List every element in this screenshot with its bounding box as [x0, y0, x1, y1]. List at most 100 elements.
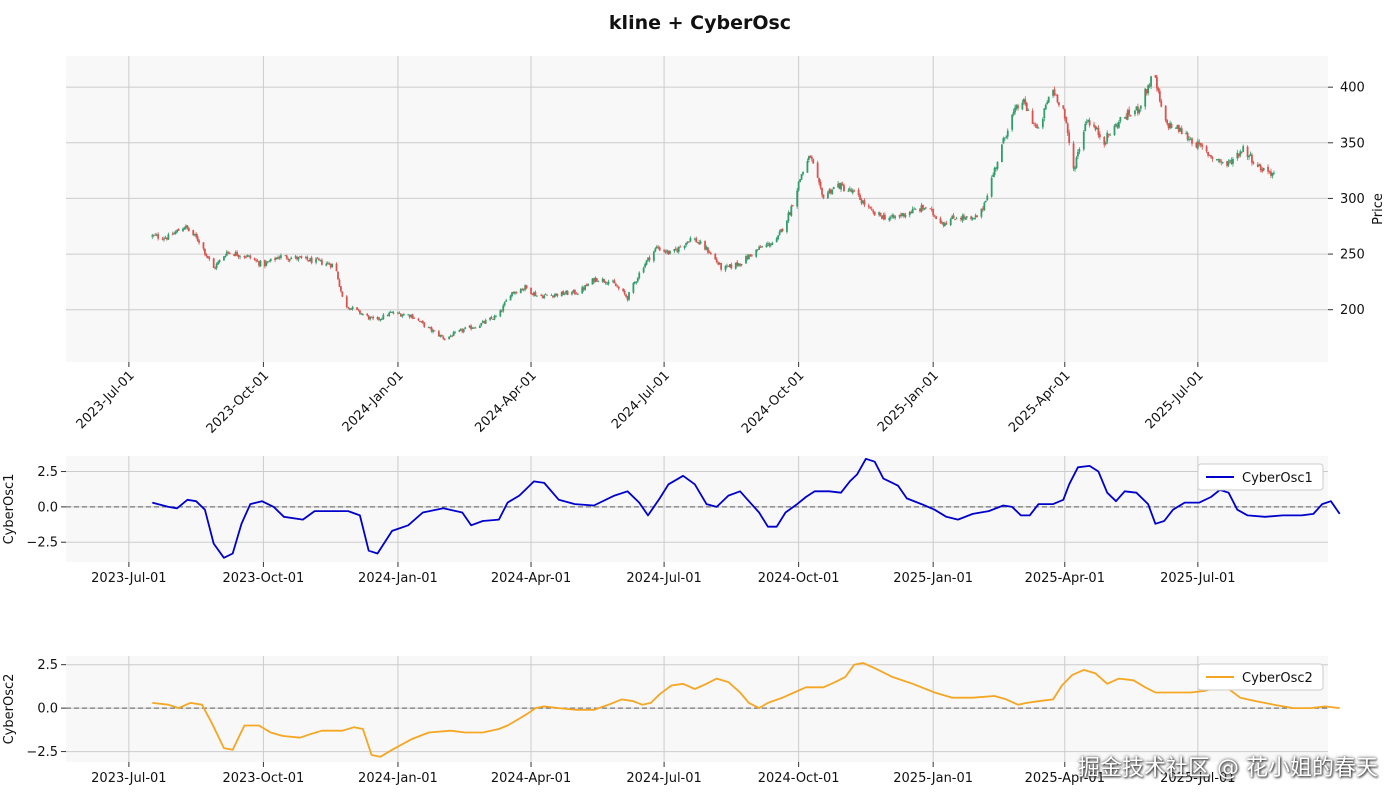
candle-body: [380, 318, 383, 320]
y-tick-label: 0.0: [37, 500, 58, 515]
candle-body: [212, 258, 215, 268]
candle-body: [509, 295, 512, 301]
candle-body: [1144, 88, 1147, 107]
candle-body: [1240, 151, 1243, 153]
candle-body: [961, 215, 964, 221]
candle-body: [186, 225, 189, 229]
candle-body: [1031, 110, 1034, 124]
candle-body: [664, 251, 667, 253]
candle-body: [1034, 124, 1037, 126]
candle-body: [924, 207, 927, 209]
candle-body: [484, 320, 487, 324]
candle-body: [1015, 105, 1018, 109]
candle-body: [786, 220, 788, 232]
candle-body: [1205, 146, 1208, 152]
candle-body: [1148, 85, 1151, 87]
candle-body: [243, 255, 246, 258]
candle-body: [185, 225, 187, 228]
candle-body: [563, 293, 566, 295]
candle-body: [617, 286, 620, 289]
candle-body: [1175, 127, 1177, 129]
candle-body: [1017, 105, 1019, 109]
candle-body: [540, 295, 543, 296]
candle-body: [840, 183, 842, 190]
candle-body: [1068, 132, 1071, 143]
x-tick-label: 2023-Oct-01: [204, 368, 272, 436]
candle-body: [524, 285, 527, 290]
candle-body: [535, 295, 538, 297]
candle-body: [884, 214, 886, 220]
candle-body: [227, 251, 230, 253]
candle-body: [652, 251, 655, 261]
x-tick-label: 2025-Jan-01: [875, 368, 942, 435]
candle-body: [471, 328, 474, 329]
candle-body: [1185, 133, 1188, 135]
candle-body: [699, 241, 702, 244]
x-tick-label: 2024-Oct-01: [758, 571, 840, 586]
candle-body: [582, 287, 585, 290]
candle-body: [378, 317, 380, 320]
candle-body: [566, 291, 569, 296]
candle-body: [1268, 171, 1271, 173]
candle-body: [208, 257, 211, 259]
candle-body: [1103, 137, 1106, 145]
candle-body: [275, 257, 278, 260]
candle-body: [408, 314, 411, 318]
candle-body: [1126, 110, 1129, 120]
candle-body: [541, 296, 544, 299]
candle-body: [693, 238, 696, 240]
candle-body: [427, 327, 430, 329]
candle-body: [892, 215, 895, 218]
candle-body: [607, 281, 610, 285]
candle-body: [996, 161, 999, 169]
candle-body: [1211, 157, 1214, 159]
watermark: 掘金技术社区 @ 花小姐的春天: [1078, 756, 1378, 781]
candle-body: [797, 182, 800, 191]
candle-body: [1078, 149, 1081, 152]
candle-body: [1217, 159, 1220, 161]
candle-body: [382, 314, 385, 320]
candle-body: [1109, 134, 1112, 136]
candle-body: [1107, 133, 1110, 135]
candle-body: [253, 258, 256, 260]
candle-body: [225, 251, 228, 256]
candle-body: [1271, 172, 1274, 177]
candle-body: [433, 330, 436, 332]
candle-body: [176, 229, 179, 233]
candle-body: [993, 167, 996, 175]
candle-body: [1180, 128, 1183, 135]
candle-body: [287, 258, 290, 260]
candle-body: [1138, 109, 1141, 113]
candle-body: [771, 242, 774, 246]
candle-body: [360, 313, 363, 315]
candle-body: [826, 192, 829, 199]
candle-body: [669, 250, 671, 255]
candle-body: [554, 293, 557, 296]
plot-area: [66, 56, 1328, 362]
candle-body: [468, 325, 471, 328]
candle-body: [171, 233, 174, 235]
candle-body: [1188, 139, 1190, 140]
candle-body: [228, 253, 231, 254]
candle-body: [635, 281, 638, 283]
candle-body: [576, 293, 579, 295]
candle-body: [1117, 121, 1120, 128]
candle-body: [572, 290, 575, 292]
candle-body: [597, 281, 600, 283]
candle-body: [894, 216, 897, 219]
candle-body: [321, 260, 323, 265]
candle-body: [1221, 161, 1224, 163]
candle-body: [280, 255, 282, 258]
candle-body: [903, 213, 905, 217]
candle-body: [255, 260, 258, 261]
price-panel: 2023-Jul-01 2023-Oct-01 2024-Jan-01 2024-Ap…: [66, 56, 1386, 437]
candle-body: [502, 305, 505, 312]
candle-body: [1098, 134, 1101, 138]
candle-body: [304, 256, 307, 258]
candle-body: [1154, 75, 1157, 78]
x-tick-label: 2023-Jul-01: [74, 368, 138, 432]
candle-body: [1087, 119, 1090, 122]
candle-body: [340, 286, 342, 292]
legend-label: CyberOsc2: [1242, 671, 1313, 686]
x-tick-label: 2024-Apr-01: [491, 571, 571, 586]
